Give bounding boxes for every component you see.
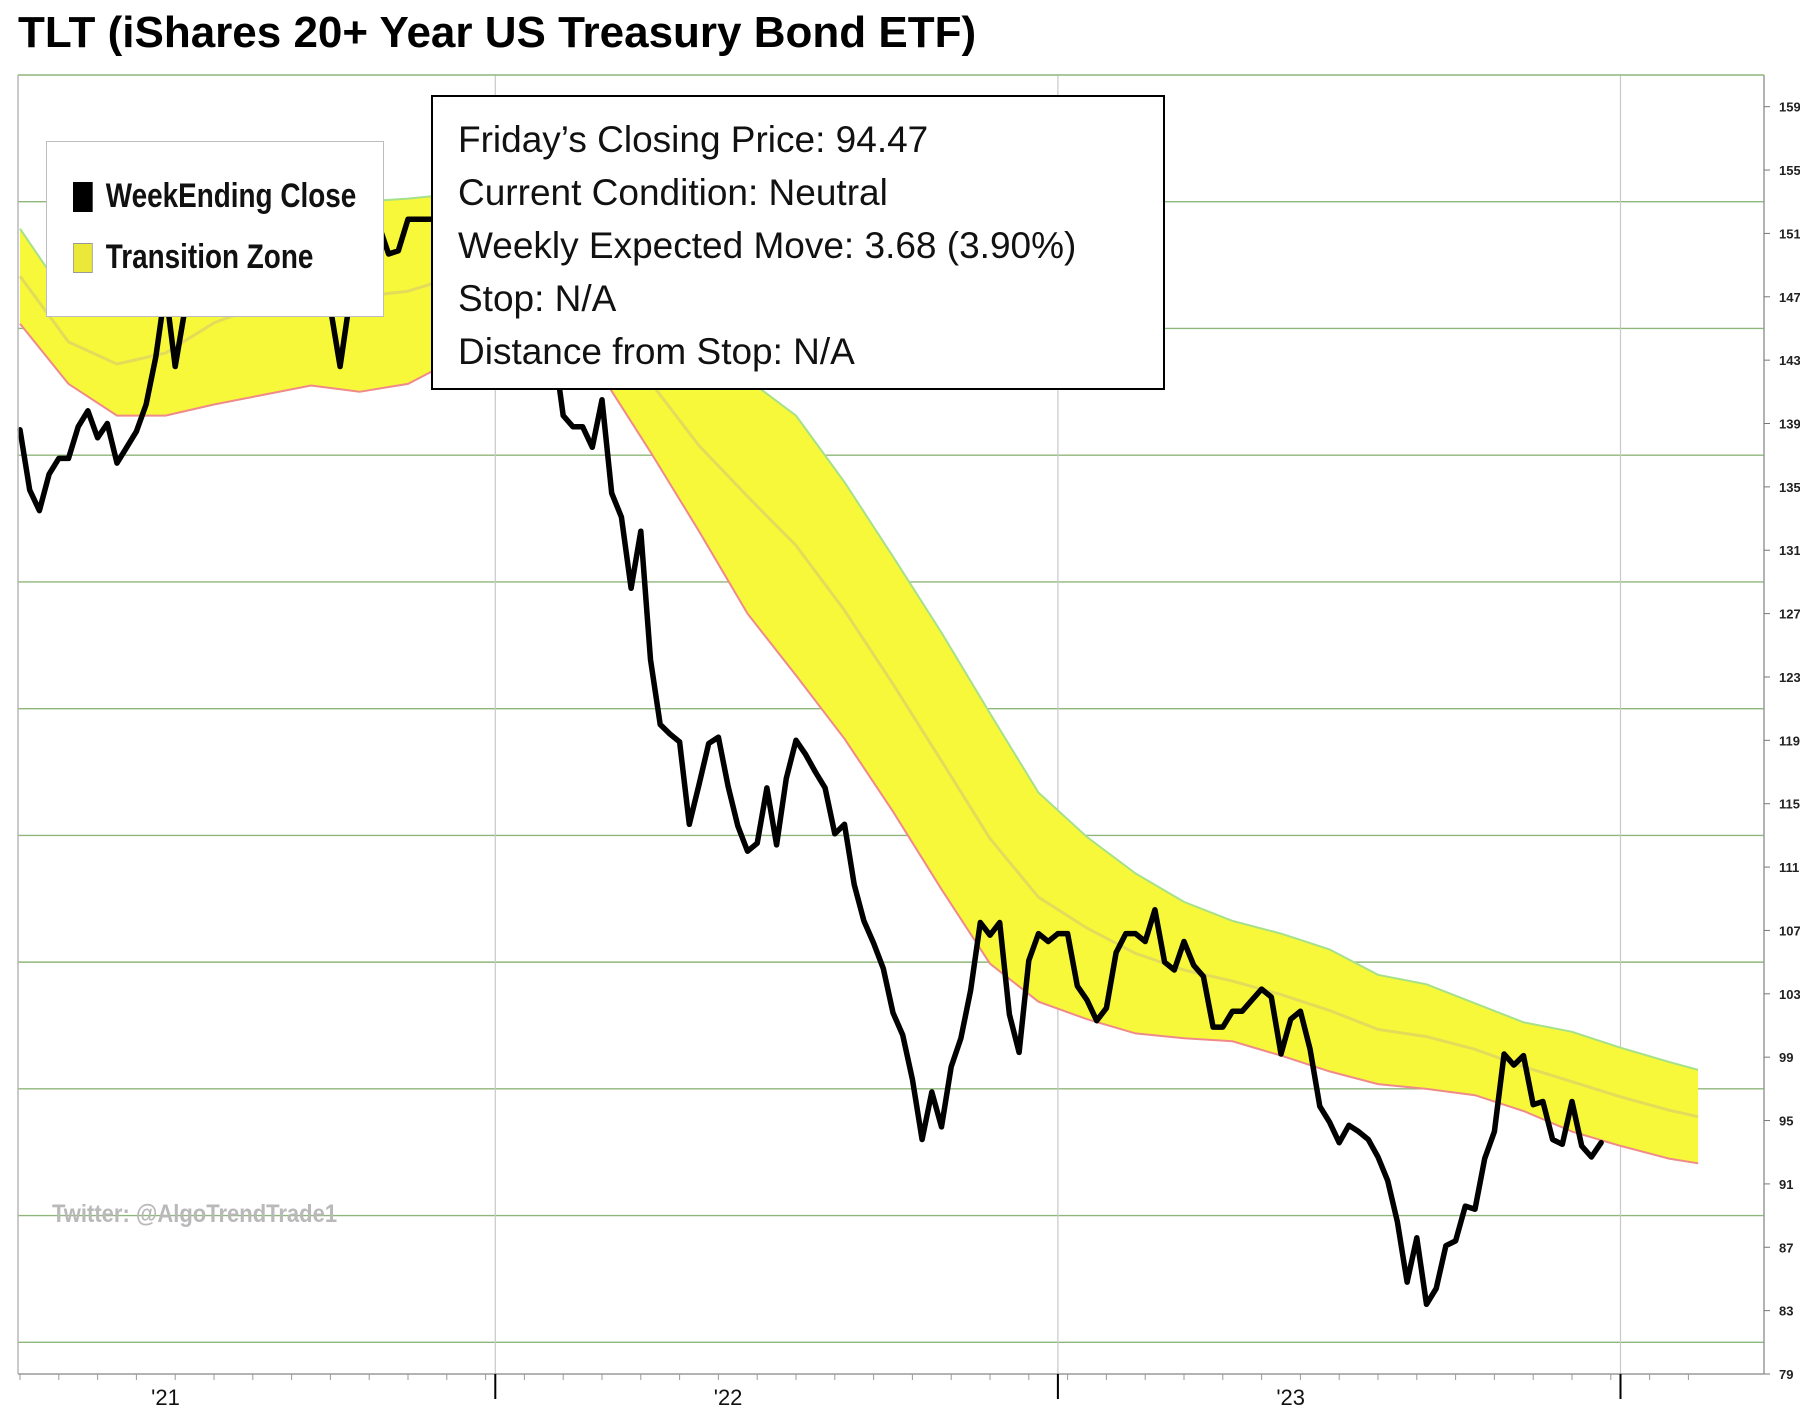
legend-label-zone: Transition Zone bbox=[105, 238, 314, 276]
y-tick-label: 115 bbox=[1779, 797, 1800, 812]
info-current-condition: Current Condition: Neutral bbox=[458, 172, 888, 213]
info-distance-from-stop: Distance from Stop: N/A bbox=[458, 331, 855, 372]
info-closing-price: Friday’s Closing Price: 94.47 bbox=[458, 119, 929, 160]
y-tick-label: 107 bbox=[1779, 923, 1800, 938]
legend-item-zone: Transition Zone bbox=[73, 238, 313, 277]
x-tick-label: '21 bbox=[151, 1385, 180, 1409]
info-expected-move: Weekly Expected Move: 3.68 (3.90%) bbox=[458, 225, 1077, 266]
y-tick-label: 123 bbox=[1779, 670, 1800, 685]
y-tick-label: 135 bbox=[1779, 480, 1800, 495]
y-tick-label: 95 bbox=[1779, 1114, 1793, 1129]
y-tick-label: 83 bbox=[1779, 1304, 1793, 1319]
y-tick-label: 139 bbox=[1779, 417, 1800, 432]
info-box: Friday’s Closing Price: 94.47 Current Co… bbox=[431, 95, 1165, 390]
info-stop: Stop: N/A bbox=[458, 278, 617, 319]
y-tick-label: 159 bbox=[1779, 100, 1800, 115]
chart-title: TLT (iShares 20+ Year US Treasury Bond E… bbox=[18, 8, 977, 57]
y-tick-label: 119 bbox=[1779, 733, 1800, 748]
legend-swatch-zone bbox=[73, 242, 93, 273]
y-tick-label: 155 bbox=[1779, 163, 1800, 178]
y-tick-label: 143 bbox=[1779, 353, 1800, 368]
y-tick-label: 103 bbox=[1779, 987, 1800, 1002]
legend-label-close: WeekEnding Close bbox=[105, 177, 357, 215]
x-tick-label: '22 bbox=[714, 1385, 743, 1409]
watermark-text: Twitter: @AlgoTrendTrade1 bbox=[52, 1200, 338, 1228]
y-tick-label: 111 bbox=[1779, 860, 1799, 875]
y-tick-label: 147 bbox=[1779, 290, 1800, 305]
y-tick-label: 79 bbox=[1779, 1367, 1793, 1382]
legend-item-close: WeekEnding Close bbox=[73, 177, 356, 216]
transition-zone-area bbox=[20, 189, 1699, 1164]
y-tick-label: 87 bbox=[1779, 1240, 1793, 1255]
axes: 79 83 87 91 95 99 103 107 111 115 119 123 127 131 135 1… bbox=[17, 74, 1800, 1409]
y-tick-label: 131 bbox=[1779, 543, 1800, 558]
x-tick-label: '23 bbox=[1276, 1385, 1305, 1409]
legend-swatch-close bbox=[73, 181, 93, 212]
y-tick-label: 151 bbox=[1779, 226, 1800, 241]
y-tick-label: 127 bbox=[1779, 607, 1800, 622]
y-tick-label: 99 bbox=[1779, 1050, 1793, 1065]
legend: WeekEnding Close Transition Zone bbox=[46, 141, 384, 317]
transition-zone-lower-edge bbox=[19, 306, 1699, 1165]
y-tick-label: 91 bbox=[1779, 1177, 1793, 1192]
